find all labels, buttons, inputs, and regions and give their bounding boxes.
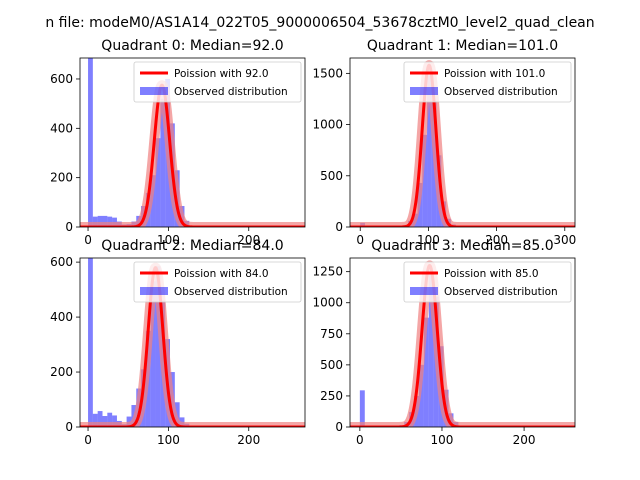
- histogram-bar: [88, 258, 93, 427]
- legend-patch-label: Observed distribution: [174, 86, 288, 98]
- legend: Poission with 84.0 Observed distribution: [133, 261, 302, 303]
- y-tick-label: 500: [320, 358, 343, 372]
- histogram-bar: [107, 412, 113, 427]
- histogram-bar: [102, 416, 108, 427]
- y-tick-label: 1000: [312, 118, 343, 132]
- subplot-quadrant-0: 0 100 200 0 200 400 600 Quadrant 0: Median=92.0…: [50, 38, 306, 247]
- axes-frame: [79, 257, 306, 428]
- axes-frame: [349, 57, 576, 228]
- subplot-quadrant-3: 0 100 200 0 250 500 750 1000 1250 Quadrant 3: Med…: [312, 238, 576, 447]
- histogram-bar: [359, 390, 365, 427]
- histogram-bar: [88, 58, 93, 227]
- histogram-bar: [150, 281, 156, 427]
- x-tick-label: 0: [84, 433, 92, 447]
- y-tick-label: 600: [50, 72, 73, 86]
- subplot-title: Quadrant 1: Median=101.0: [367, 38, 558, 54]
- subplot-quadrant-2: 0 100 200 0 200 400 600 Quadrant 2: Median=84.0…: [50, 238, 306, 447]
- histogram-bar: [112, 415, 117, 427]
- y-tick-label: 0: [335, 220, 343, 234]
- subplot-title: Quadrant 3: Median=85.0: [371, 238, 553, 254]
- y-tick-label: 400: [50, 310, 73, 324]
- legend-patch-swatch: [140, 87, 168, 95]
- legend: Poission with 92.0 Observed distribution: [133, 61, 302, 103]
- legend-frame: [133, 61, 302, 103]
- subplot-title: Quadrant 2: Median=84.0: [101, 238, 283, 254]
- y-tick-label: 0: [335, 420, 343, 434]
- histogram-bar: [160, 98, 166, 227]
- histogram-bar: [428, 271, 434, 427]
- axes-frame: [349, 257, 576, 428]
- y-tick-label: 200: [50, 171, 73, 185]
- histogram-bar: [107, 216, 113, 227]
- x-tick-label: 100: [417, 233, 440, 247]
- x-tick-label: 300: [553, 233, 576, 247]
- legend-frame: [403, 61, 572, 103]
- histogram-bar: [97, 411, 103, 427]
- histogram-bar: [155, 138, 161, 227]
- y-tick-label: 500: [320, 169, 343, 183]
- legend: Poission with 85.0 Observed distribution: [403, 261, 572, 303]
- legend-frame: [403, 261, 572, 303]
- y-tick-label: 0: [65, 420, 73, 434]
- x-tick-label: 200: [237, 433, 260, 447]
- plot-area: [80, 258, 305, 427]
- histogram-bar: [427, 75, 432, 227]
- legend-patch-swatch: [140, 287, 168, 295]
- legend-line-label: Poission with 84.0: [174, 268, 269, 280]
- x-tick-label: 0: [84, 233, 92, 247]
- histogram-bar: [155, 266, 161, 427]
- y-tick-label: 1500: [312, 66, 343, 80]
- y-tick-label: 600: [50, 255, 73, 269]
- legend-line-label: Poission with 92.0: [174, 68, 269, 80]
- x-tick-label: 200: [513, 433, 536, 447]
- x-tick-label: 0: [356, 433, 364, 447]
- x-tick-label: 100: [431, 433, 454, 447]
- histogram-bar: [422, 134, 428, 227]
- legend-frame: [133, 261, 302, 303]
- histogram-bar: [418, 364, 424, 427]
- subplot-grid: 0 100 200 0 200 400 600 Quadrant 0: Median=92.0…: [50, 38, 576, 447]
- x-tick-label: 200: [237, 233, 260, 247]
- histogram-bar: [97, 215, 103, 227]
- y-tick-label: 200: [50, 365, 73, 379]
- figure-suptitle: n file: modeM0/AS1A14_022T05_9000006504_…: [45, 15, 594, 31]
- y-tick-label: 0: [65, 220, 73, 234]
- histogram-bar: [102, 215, 108, 227]
- subplot-quadrant-1: 0 100 200 300 0 500 1000 1500 Quadrant 1: Median…: [312, 38, 576, 247]
- y-tick-label: 750: [320, 327, 343, 341]
- legend-patch-swatch: [410, 287, 438, 295]
- x-tick-label: 100: [157, 233, 180, 247]
- x-tick-label: 100: [157, 433, 180, 447]
- legend-patch-label: Observed distribution: [444, 286, 558, 298]
- x-tick-label: 200: [485, 233, 508, 247]
- histogram-bar: [92, 413, 98, 427]
- y-tick-label: 1000: [312, 296, 343, 310]
- axes-frame: [79, 57, 306, 228]
- legend-patch-label: Observed distribution: [444, 86, 558, 98]
- legend-line-label: Poission with 101.0: [444, 68, 545, 80]
- legend-line-label: Poission with 85.0: [444, 268, 539, 280]
- y-tick-label: 250: [320, 389, 343, 403]
- histogram-bar: [92, 216, 98, 227]
- x-tick-label: 0: [356, 233, 364, 247]
- legend-patch-label: Observed distribution: [174, 286, 288, 298]
- legend-patch-swatch: [410, 87, 438, 95]
- histogram-bar: [423, 317, 429, 427]
- subplot-title: Quadrant 0: Median=92.0: [101, 38, 283, 54]
- y-tick-label: 400: [50, 121, 73, 135]
- histogram-bar: [150, 175, 156, 227]
- y-tick-label: 1250: [312, 265, 343, 279]
- legend: Poission with 101.0 Observed distribution: [403, 61, 572, 103]
